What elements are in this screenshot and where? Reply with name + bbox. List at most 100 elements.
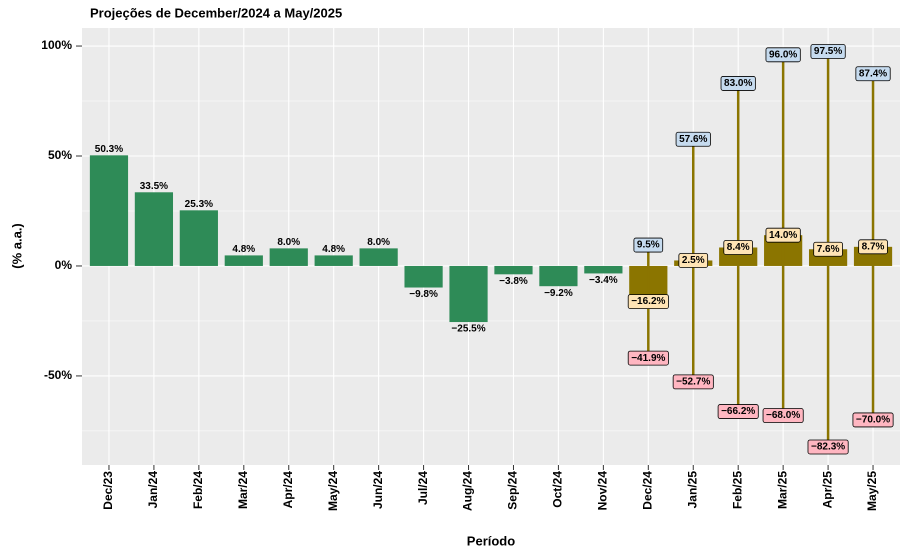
x-tick-label: Dec/23 [101, 471, 115, 510]
value-label: 25.3% [185, 199, 213, 210]
label-box [807, 439, 849, 455]
label-group: 8.7% [858, 239, 888, 255]
value-label: 8.0% [277, 237, 300, 248]
bar [179, 210, 218, 266]
label-group: 9.5% [633, 237, 664, 253]
label-group: 96.0% [765, 47, 801, 63]
label-group: 14.0% [765, 227, 801, 243]
bar [539, 265, 578, 287]
value-label: 97.5% [814, 46, 842, 57]
value-label: 8.4% [727, 242, 750, 253]
value-label: 83.0% [724, 78, 752, 89]
x-tick-label: May/25 [865, 471, 879, 511]
y-tick-label: 0% [55, 258, 73, 272]
bar [404, 265, 443, 288]
value-label: 2.5% [682, 255, 705, 266]
value-label: 8.7% [862, 241, 885, 252]
label-box [672, 374, 714, 390]
x-tick-label: Feb/25 [730, 471, 744, 509]
value-label: −82.3% [811, 442, 845, 453]
value-label: −3.8% [499, 276, 528, 287]
x-tick-label: Jan/24 [146, 471, 160, 509]
label-box [810, 44, 846, 59]
value-label: −68.0% [766, 410, 800, 421]
y-tick-label: 100% [41, 38, 72, 52]
value-label: 9.5% [637, 240, 660, 251]
y-tick-label: -50% [44, 368, 72, 382]
x-tick-label: Aug/24 [461, 471, 475, 511]
value-label: −9.2% [544, 288, 573, 299]
label-group: −82.3% [807, 439, 849, 455]
value-label: −52.7% [676, 377, 710, 388]
label-group: −66.2% [717, 404, 759, 419]
value-label: 14.0% [769, 230, 797, 241]
label-box [765, 47, 801, 63]
label-box [720, 76, 756, 91]
label-group: 97.5% [810, 44, 846, 59]
value-label: −70.0% [856, 415, 890, 426]
x-tick-label: Feb/24 [191, 471, 205, 509]
value-label: 7.6% [817, 244, 840, 255]
bar [224, 255, 263, 266]
value-label: 96.0% [769, 49, 797, 60]
bar [314, 255, 353, 266]
value-label: 8.0% [367, 237, 390, 248]
bar [269, 248, 308, 266]
label-group: 57.6% [675, 131, 711, 147]
bar [449, 265, 488, 323]
label-box [813, 241, 843, 257]
label-box [855, 66, 891, 82]
x-tick-label: Nov/24 [596, 471, 610, 511]
value-label: 87.4% [859, 68, 887, 79]
label-box [765, 227, 801, 243]
label-box [675, 131, 711, 147]
label-group: 8.4% [723, 240, 753, 255]
bar [134, 192, 174, 266]
x-tick-label: Dec/24 [640, 471, 654, 510]
value-label: 4.8% [322, 244, 345, 255]
label-box [723, 240, 753, 255]
label-group: −68.0% [762, 408, 804, 423]
y-tick-label: 50% [48, 148, 72, 162]
bar [584, 265, 623, 274]
label-group: 83.0% [720, 76, 756, 91]
bar [494, 265, 533, 275]
x-tick-label: Apr/24 [281, 471, 295, 509]
value-label: 50.3% [95, 144, 123, 155]
label-box [717, 404, 759, 419]
chart-title: Projeções de December/2024 a May/2025 [90, 5, 342, 20]
label-box [678, 253, 709, 268]
label-group: 7.6% [813, 241, 843, 257]
bar [359, 248, 398, 266]
value-label: 33.5% [140, 181, 168, 192]
label-group: −41.9% [627, 350, 669, 366]
label-box [633, 237, 664, 253]
label-box [852, 412, 894, 428]
value-label: −16.2% [631, 296, 665, 307]
value-label: 4.8% [232, 244, 255, 255]
x-tick-label: Jun/24 [371, 471, 385, 509]
value-label: −9.8% [409, 289, 438, 300]
label-group: −70.0% [852, 412, 894, 428]
label-group: 2.5% [678, 253, 709, 268]
label-group: 87.4% [855, 66, 891, 82]
x-tick-label: Apr/25 [820, 471, 834, 509]
label-group: −52.7% [672, 374, 714, 390]
x-tick-label: Mar/25 [775, 471, 789, 509]
value-label: 57.6% [679, 134, 707, 145]
value-label: −25.5% [451, 324, 485, 335]
x-tick-label: Oct/24 [551, 471, 565, 508]
x-tick-label: Sep/24 [506, 471, 520, 510]
x-tick-label: Jul/24 [416, 471, 430, 505]
value-label: −66.2% [721, 406, 755, 417]
label-box [627, 350, 669, 366]
value-label: −41.9% [631, 353, 665, 364]
label-box [627, 294, 669, 309]
x-axis-title: Período [467, 533, 515, 548]
x-tick-label: Mar/24 [236, 471, 250, 509]
x-tick-label: May/24 [326, 471, 340, 511]
y-axis-title: (% a.a.) [9, 223, 24, 269]
bar [89, 155, 129, 266]
x-tick-label: Jan/25 [685, 471, 699, 509]
